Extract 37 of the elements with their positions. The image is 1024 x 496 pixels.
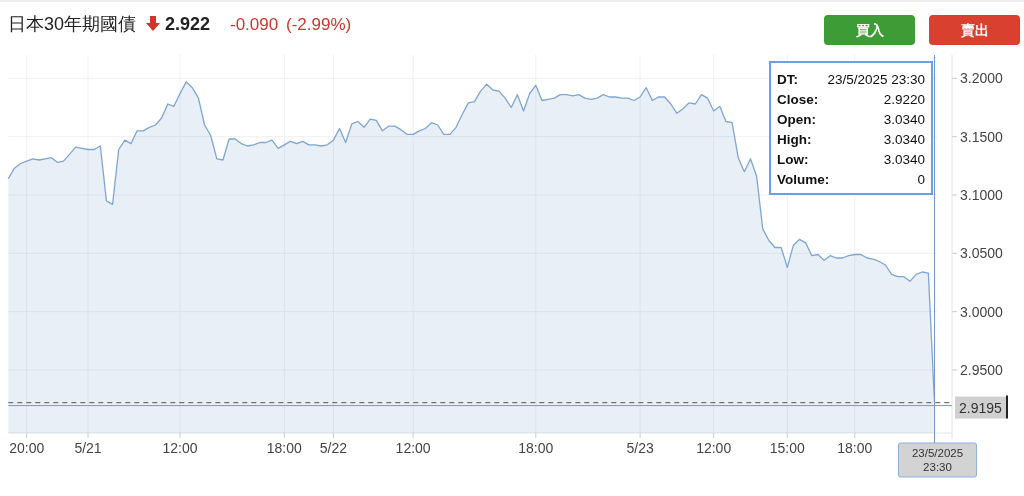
x-tick-label: 12:00 xyxy=(395,440,431,456)
x-tick-label: 20:00 xyxy=(9,440,45,456)
text: 賣出 xyxy=(959,22,989,38)
annotation: 23/5/2025 23:30 xyxy=(827,72,925,87)
x-tick-label: 18:00 xyxy=(518,440,554,456)
x-tick-label: 15:00 xyxy=(769,440,806,456)
annotation: Open: xyxy=(777,112,816,127)
x-tick-label: 12:00 xyxy=(162,440,198,456)
annotation: 3.0340 xyxy=(883,132,925,147)
annotation: 3.0340 xyxy=(883,112,925,127)
y-tick-label: 3.2000 xyxy=(960,70,1004,87)
annotation: 2.9220 xyxy=(883,92,925,107)
annotation: Low: xyxy=(777,152,809,167)
annotation: DT: xyxy=(777,72,798,87)
x-tick-label: 12:00 xyxy=(696,440,732,456)
y-tick-label: 3.1500 xyxy=(960,128,1004,145)
text: 買入 xyxy=(854,22,885,38)
annotation: 0 xyxy=(917,172,925,187)
text: (-2.99%) xyxy=(286,15,352,34)
y-tick-label: 3.0000 xyxy=(960,303,1004,320)
x-tick-label: 23/5/2025 23:30 xyxy=(911,447,964,473)
annotation: Close: xyxy=(777,92,819,107)
ref-line-label: 2.9195 xyxy=(959,399,1003,416)
x-tick-label: 18:00 xyxy=(266,440,303,456)
x-tick-label: 5/22 xyxy=(319,440,348,456)
x-tick-label: 18:00 xyxy=(837,440,873,456)
annotation: Volume: xyxy=(777,172,830,187)
x-tick-label: 5/23 xyxy=(626,440,654,456)
x-tick-label: 5/21 xyxy=(74,440,102,456)
y-tick-label: 3.1000 xyxy=(960,187,1004,203)
text: 2.922 xyxy=(165,14,211,34)
y-tick-label: 3.0500 xyxy=(960,245,1004,262)
annotation: High: xyxy=(777,132,812,147)
text: -0.090 xyxy=(230,15,279,34)
chart-title: 日本30年期國債 xyxy=(8,14,137,34)
annotation: 3.0340 xyxy=(883,152,925,167)
y-tick-label: 2.9500 xyxy=(960,362,1004,378)
